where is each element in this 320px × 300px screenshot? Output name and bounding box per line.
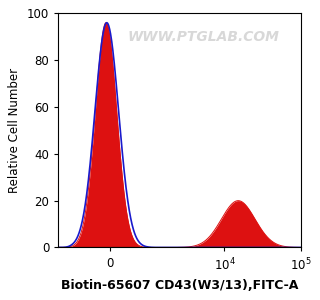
Y-axis label: Relative Cell Number: Relative Cell Number xyxy=(8,68,21,193)
Text: WWW.PTGLAB.COM: WWW.PTGLAB.COM xyxy=(128,30,280,44)
X-axis label: Biotin-65607 CD43(W3/13),FITC-A: Biotin-65607 CD43(W3/13),FITC-A xyxy=(61,279,298,292)
